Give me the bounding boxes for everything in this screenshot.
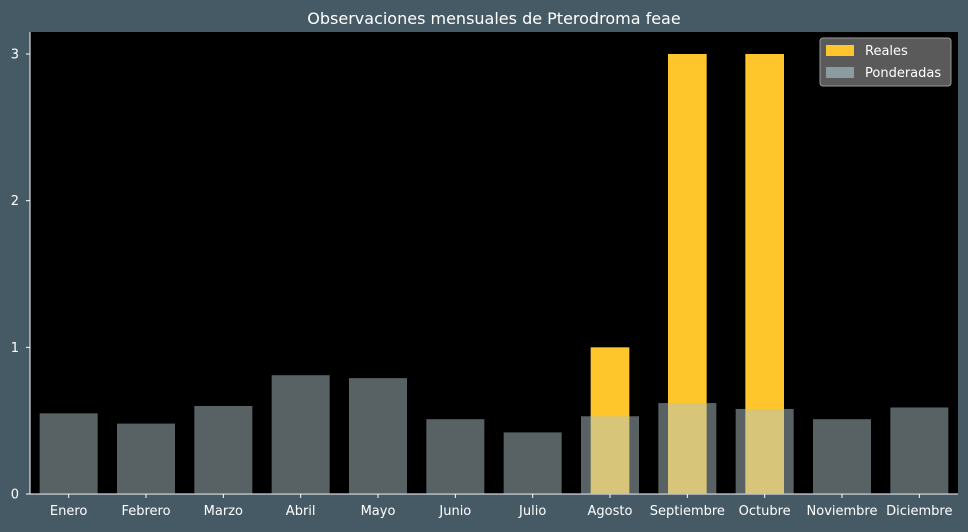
bar-ponderadas [890, 407, 949, 494]
bar-ponderadas [194, 406, 253, 494]
y-tick-label: 3 [11, 48, 19, 63]
bar-ponderadas [581, 416, 639, 494]
bar-ponderadas [813, 419, 871, 494]
legend: Reales Ponderadas [819, 37, 952, 87]
legend-swatch-reales [826, 45, 854, 56]
bar-ponderadas [39, 413, 98, 494]
y-tick-label: 1 [11, 341, 19, 356]
legend-label-reales: Reales [865, 44, 908, 59]
bar-ponderadas [658, 403, 717, 494]
bar-ponderadas [735, 408, 794, 494]
plot-area [30, 32, 958, 494]
x-tick-label: Febrero [121, 504, 170, 519]
bar-ponderadas [271, 375, 330, 494]
legend-swatch-ponderadas [826, 67, 854, 78]
x-tick-label: Mayo [361, 504, 396, 519]
x-tick-label: Diciembre [886, 504, 952, 519]
x-tick-label: Enero [50, 504, 88, 519]
bar-ponderadas [503, 432, 562, 494]
x-tick-label: Julio [518, 504, 546, 519]
bar-ponderadas [349, 378, 407, 494]
chart-title: Observaciones mensuales de Pterodroma fe… [307, 9, 680, 28]
y-tick-label: 2 [11, 194, 19, 209]
x-tick-label: Agosto [588, 504, 633, 519]
y-tick-label: 0 [11, 488, 19, 503]
x-tick-label: Octubre [739, 504, 791, 519]
x-tick-label: Abril [286, 504, 316, 519]
y-axis: 0 1 2 3 [11, 32, 31, 503]
x-tick-label: Septiembre [650, 504, 725, 519]
x-tick-label: Marzo [204, 504, 243, 519]
bar-ponderadas [117, 423, 175, 494]
series-ponderadas [39, 375, 949, 494]
x-axis: Enero Febrero Marzo Abril Mayo Junio Julio Agos… [30, 493, 958, 519]
legend-label-ponderadas: Ponderadas [865, 66, 941, 81]
bar-ponderadas [426, 419, 485, 494]
x-tick-label: Junio [438, 504, 471, 519]
x-tick-label: Noviembre [807, 504, 878, 519]
